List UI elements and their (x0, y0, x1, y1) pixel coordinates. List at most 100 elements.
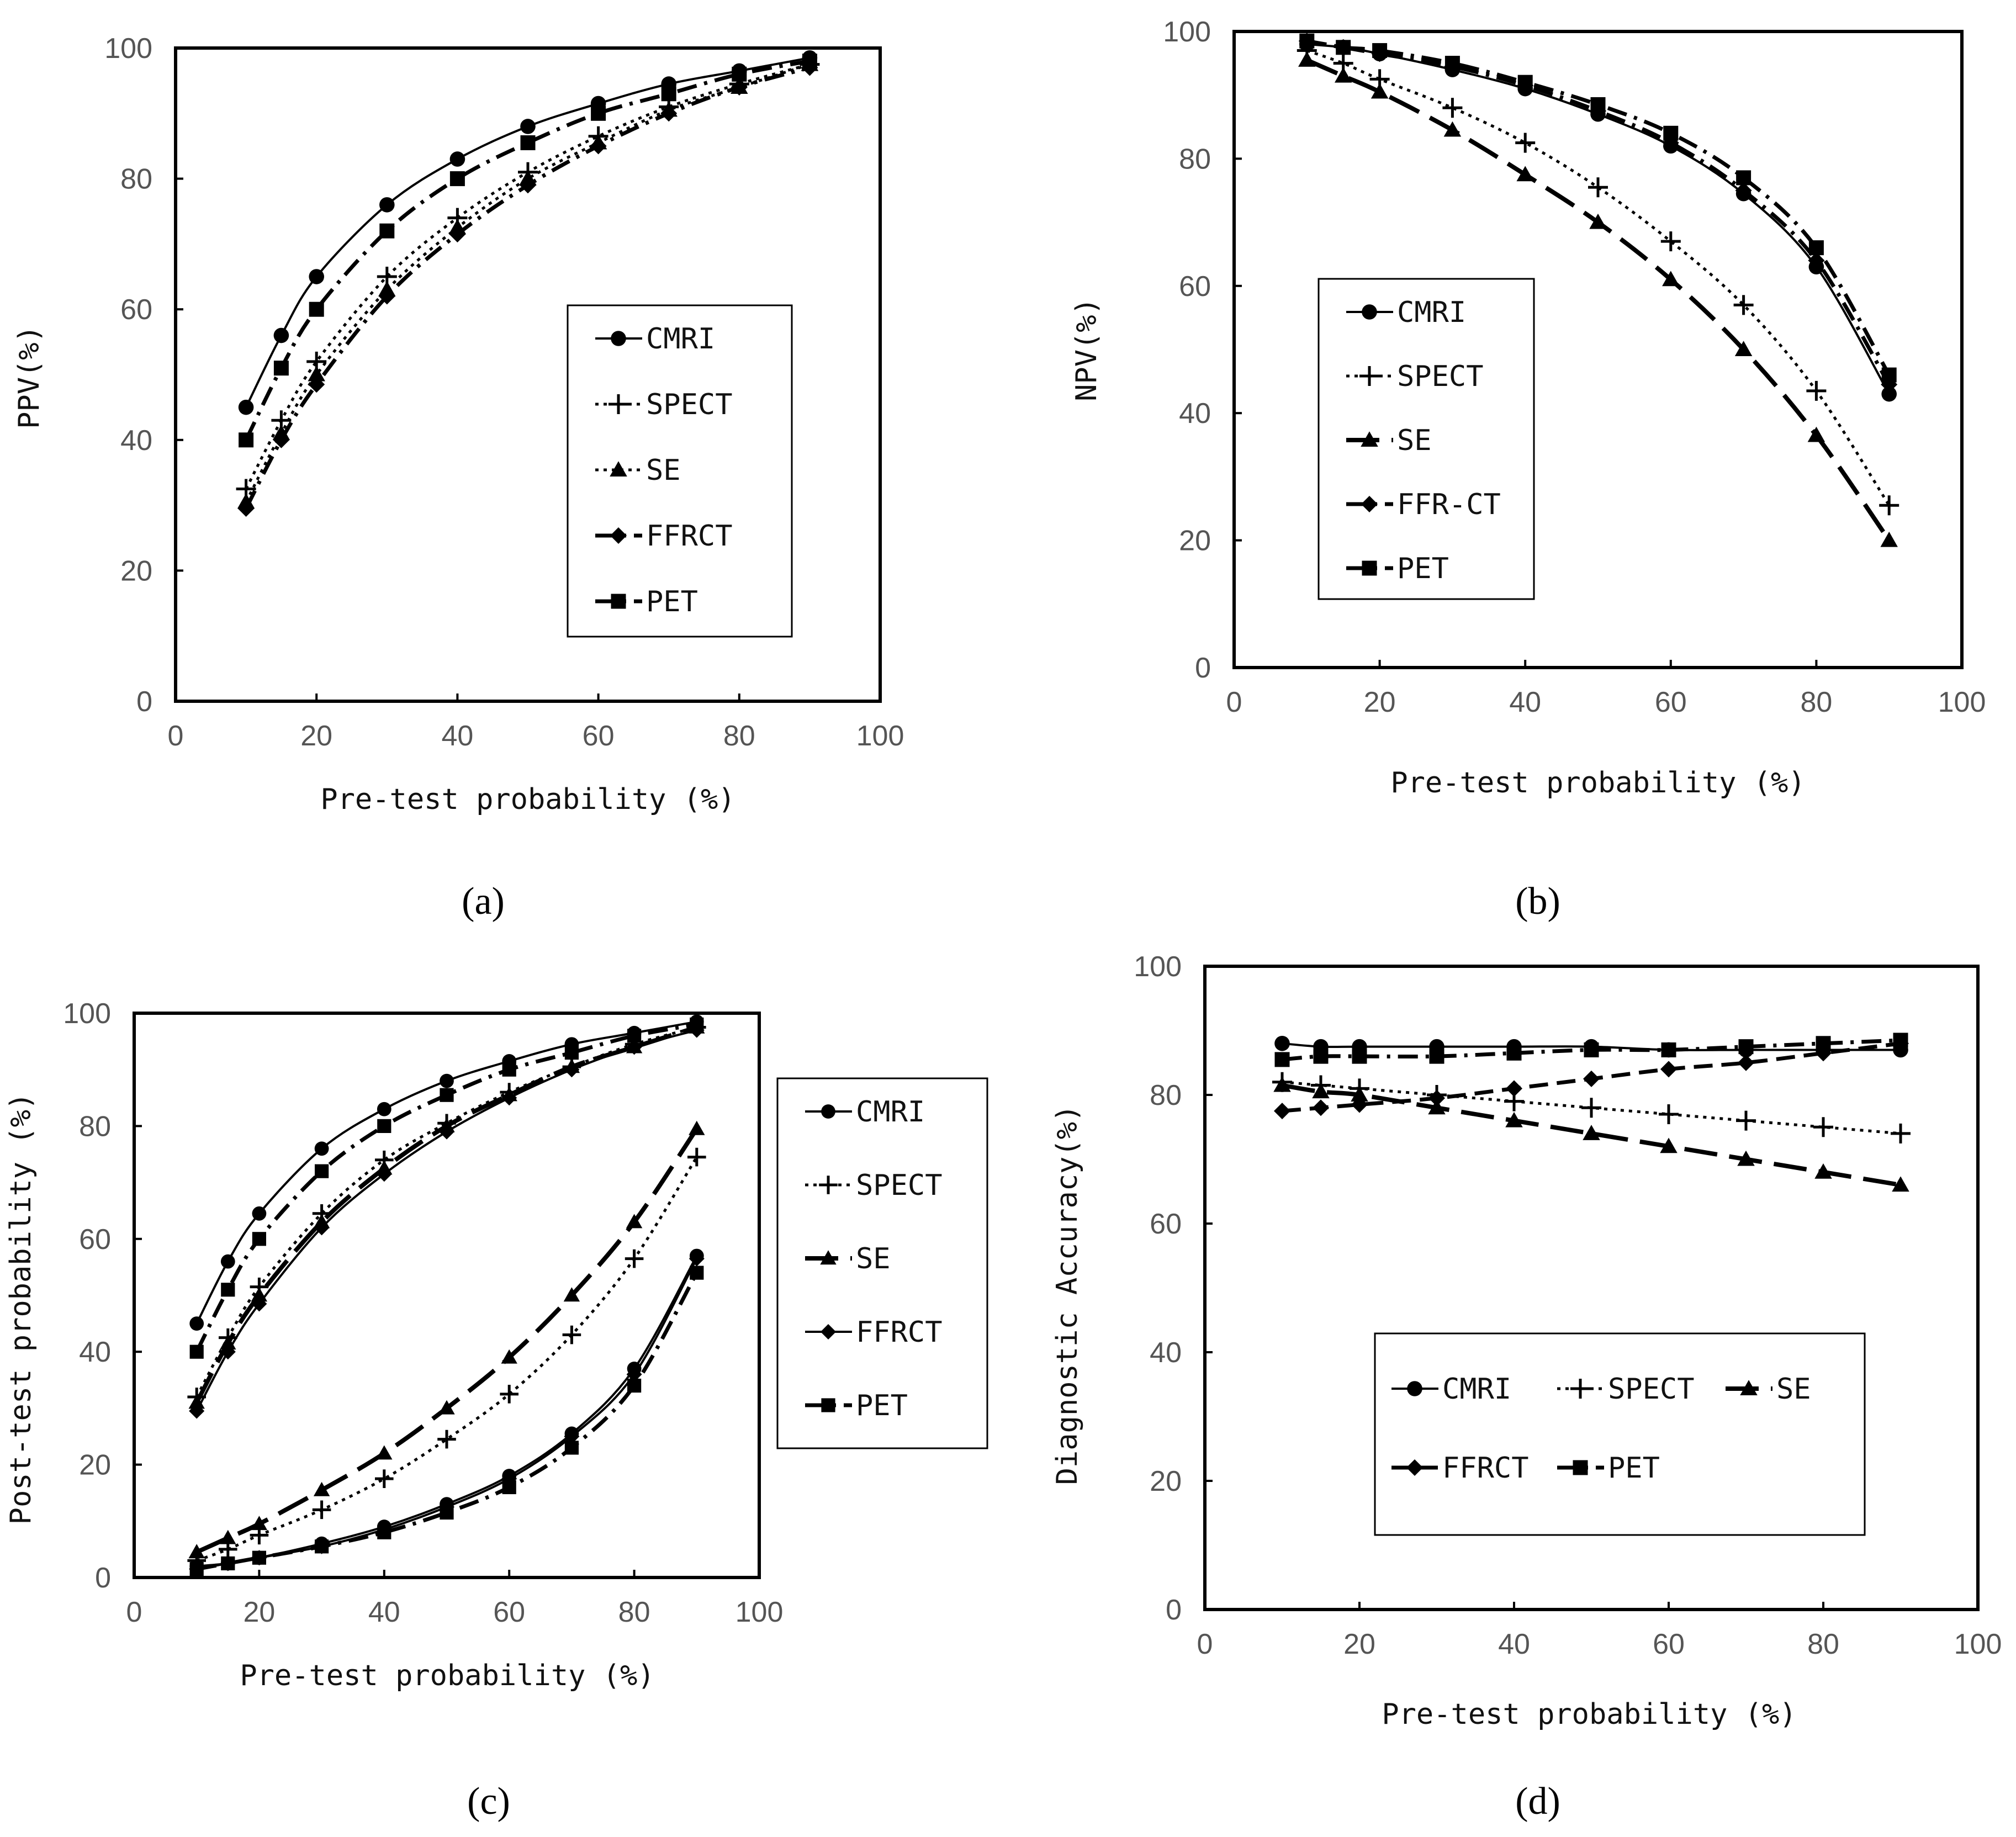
legend-marker (821, 1104, 835, 1119)
data-point (1808, 252, 1825, 269)
data-point (1506, 1045, 1522, 1061)
legend-entry-ffr-ct: FFR-CT (1346, 488, 1501, 521)
y-axis-label: Diagnostic Accuracy(%) (1051, 1105, 1084, 1485)
data-point (377, 1525, 391, 1539)
data-point (1588, 177, 1608, 198)
data-point (440, 1088, 454, 1102)
legend-label: SPECT (646, 388, 733, 421)
y-tick-label: 20 (1179, 525, 1211, 557)
legend-label: SE (1776, 1373, 1811, 1406)
data-point (1808, 240, 1824, 256)
data-point (1813, 1117, 1833, 1137)
data-point (690, 1017, 704, 1032)
legend-entry-spect: SPECT (595, 388, 733, 421)
data-point (564, 1062, 580, 1078)
data-point (438, 1400, 455, 1415)
x-tick-label: 80 (1807, 1628, 1839, 1660)
panel-caption: (b) (1515, 880, 1560, 923)
data-point (1590, 97, 1606, 112)
data-point (625, 1249, 644, 1268)
data-point (1515, 133, 1536, 153)
x-tick-label: 20 (1364, 686, 1396, 718)
series-ffrct-3 (237, 59, 818, 517)
data-point (591, 105, 606, 121)
x-tick-label: 0 (1197, 1628, 1213, 1660)
data-point (439, 1124, 454, 1140)
series-ffrct-3 (1274, 1035, 1909, 1120)
x-tick-label: 80 (1800, 686, 1832, 718)
y-tick-label: 20 (1150, 1465, 1182, 1497)
data-point (1444, 56, 1460, 71)
series-line (195, 1029, 697, 1412)
data-point (1429, 1049, 1444, 1064)
x-tick-label: 40 (1498, 1628, 1530, 1660)
data-point (1298, 51, 1316, 67)
data-point (252, 1206, 267, 1221)
data-point (1336, 40, 1351, 55)
data-point (238, 399, 254, 415)
data-point (564, 1441, 579, 1455)
legend-entry-spect: SPECT (1346, 360, 1484, 393)
data-point (376, 1166, 392, 1182)
data-point (732, 66, 747, 82)
series-pet-4 (1299, 33, 1897, 383)
data-point (562, 1325, 581, 1344)
plot-frame (1232, 30, 1964, 669)
legend-label: PET (856, 1389, 908, 1422)
data-point (1736, 170, 1752, 186)
data-point (189, 1316, 204, 1331)
data-point (308, 366, 325, 382)
data-point (313, 1481, 330, 1496)
chart-panel-c: 0 20 40 60 80 100 0 20 40 60 80 100 Pre-test probabi… (4, 998, 988, 1823)
legend-entry-pet: PET (1346, 552, 1449, 585)
data-point (1663, 125, 1679, 141)
data-point (377, 1102, 391, 1116)
data-point (251, 1516, 268, 1531)
x-tick-label: 0 (168, 720, 184, 752)
legend-entry-se: SE (1726, 1373, 1811, 1406)
y-tick-label: 100 (104, 33, 152, 65)
data-point (1661, 1042, 1676, 1057)
data-point (690, 1266, 704, 1280)
data-point (221, 1283, 235, 1297)
series-se-7 (188, 1120, 705, 1559)
y-tick-label: 0 (136, 686, 152, 718)
data-point (379, 197, 395, 213)
x-tick-label: 80 (723, 720, 755, 752)
series-spect-1 (1297, 40, 1899, 516)
legend-label: CMRI (646, 322, 715, 356)
legend-entry-cmri: CMRI (1346, 296, 1466, 329)
y-tick-label: 20 (79, 1449, 111, 1481)
data-point (1428, 1099, 1446, 1115)
legend: CMRI SPECT SE FFRCT PET (1374, 1332, 1866, 1536)
data-point (308, 376, 325, 393)
data-point (1734, 341, 1753, 356)
legend-marker (1407, 1381, 1422, 1396)
data-point (1428, 1089, 1445, 1107)
data-point (189, 1403, 205, 1419)
legend-box (776, 1077, 988, 1449)
x-tick-label: 0 (1226, 686, 1242, 718)
chart-panel-d: 0 20 40 60 80 100 0 20 40 60 80 100 Pre-test probabi… (1051, 951, 2002, 1823)
series-pet-9 (189, 1266, 704, 1576)
series-line (195, 1127, 699, 1554)
panel-caption: (d) (1515, 1780, 1560, 1823)
data-point (689, 1251, 705, 1267)
legend-label: PET (646, 585, 698, 618)
data-point (520, 135, 536, 151)
data-point (1881, 367, 1897, 383)
y-tick-label: 40 (120, 425, 152, 457)
x-tick-label: 100 (856, 720, 904, 752)
legend-marker (821, 1398, 835, 1412)
data-point (689, 1120, 705, 1135)
legend-entry-ffrct: FFRCT (805, 1316, 943, 1349)
legend-marker (611, 594, 626, 609)
data-point (502, 1062, 516, 1077)
data-point (520, 119, 536, 134)
data-point (220, 1254, 235, 1269)
data-point (376, 1445, 393, 1460)
data-point (1880, 531, 1898, 547)
data-point (1816, 1036, 1831, 1051)
legend: CMRI SPECT SE FFR-CT PET (1317, 278, 1535, 600)
